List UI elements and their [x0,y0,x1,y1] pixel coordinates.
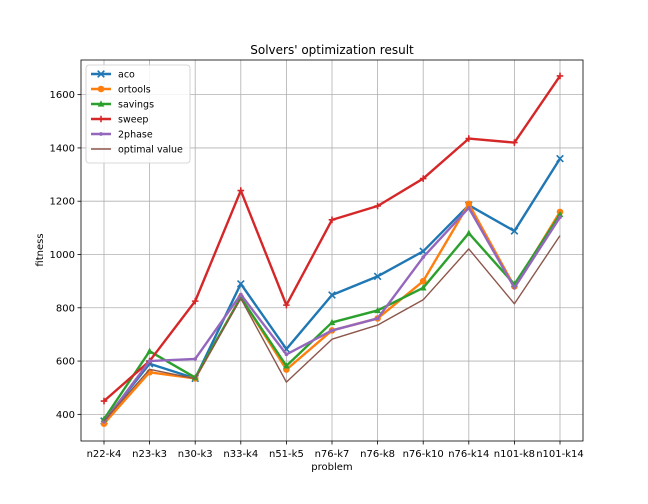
x-tick-label: n101-k14 [536,449,584,460]
x-tick-label: n76-k10 [403,449,444,460]
x-tick-label: n76-k14 [448,449,489,460]
x-marker [373,272,382,281]
dot-marker [375,316,380,321]
legend-label: ortools [118,85,151,96]
triangle-marker [556,210,564,218]
series-line [103,235,561,422]
circle-marker [97,85,105,93]
dot-marker [147,359,152,363]
legend: aco ortools savings sweep 2phase optimal valu… [85,64,191,164]
grid-lines [81,60,583,441]
dot-marker [512,285,517,290]
x-tick-label: n33-k4 [223,449,258,460]
plus-marker [419,175,427,182]
plus-marker [237,187,245,194]
y-axis: 400 600 800 1000 1200 1400 1600 [50,90,81,421]
dot-marker [238,292,243,297]
x-marker [97,70,105,78]
plus-marker [283,301,290,309]
legend-box [85,64,191,164]
legend-item: savings [91,100,154,111]
x-marker [328,291,336,299]
y-tick-label: 1400 [50,143,75,154]
legend-item: aco [91,70,135,81]
legend-label: savings [118,100,154,111]
plus-marker [100,397,108,405]
dot-marker [284,352,289,357]
triangle-marker [374,306,381,314]
chart-title: Solvers' optimization result [250,43,414,57]
plus-marker [328,216,336,224]
legend-item: ortools [91,85,151,96]
x-tick-label: n30-k3 [178,449,213,460]
x-tick-label: n76-k8 [360,449,395,460]
series-2phase [102,206,562,424]
series-layer [100,72,564,427]
y-axis-label: fitness [35,233,46,266]
triangle-marker [146,347,153,354]
plus-marker [465,135,473,142]
legend-label: optimal value [118,145,183,156]
x-axis: n22-k4 n23-k3 n30-k3 n33-k4 n51-k5 n76-k7 n76-… [87,441,584,460]
y-tick-label: 1000 [50,250,75,261]
legend-item: sweep [91,115,148,126]
y-tick-label: 800 [56,303,75,314]
x-marker [236,279,245,288]
x-axis-label: problem [311,462,352,473]
triangle-marker [465,229,473,236]
legend-item: 2phase [91,130,153,141]
dot-marker [421,255,426,259]
triangle-marker [328,318,336,326]
triangle-marker [419,284,427,291]
triangle-marker [97,100,105,107]
plus-marker [97,115,105,123]
dot-marker [99,132,103,136]
plus-marker [511,139,518,146]
y-tick-label: 1600 [50,90,75,101]
x-marker [556,154,564,163]
circle-marker [465,200,473,208]
x-tick-label: n22-k4 [87,449,122,460]
x-tick-label: n51-k5 [269,449,304,460]
plus-marker [556,72,564,80]
series-optimal-value [103,235,561,422]
circle-marker [419,277,427,285]
y-tick-label: 400 [56,410,75,421]
x-marker [510,227,519,235]
legend-label: 2phase [118,130,153,141]
dot-marker [466,206,471,210]
x-tick-label: n76-k7 [315,449,350,460]
y-tick-label: 600 [56,357,75,368]
triangle-marker [283,362,290,369]
dot-marker [558,215,562,220]
legend-item: optimal value [91,145,183,156]
dot-marker [330,328,334,333]
x-tick-label: n23-k3 [132,449,167,460]
plus-marker [374,202,381,210]
legend-label: sweep [118,115,148,126]
plus-marker [191,297,199,305]
dot-marker [193,357,198,361]
x-tick-label: n101-k8 [494,449,535,460]
y-tick-label: 1200 [50,197,75,208]
legend-label: aco [118,70,135,81]
